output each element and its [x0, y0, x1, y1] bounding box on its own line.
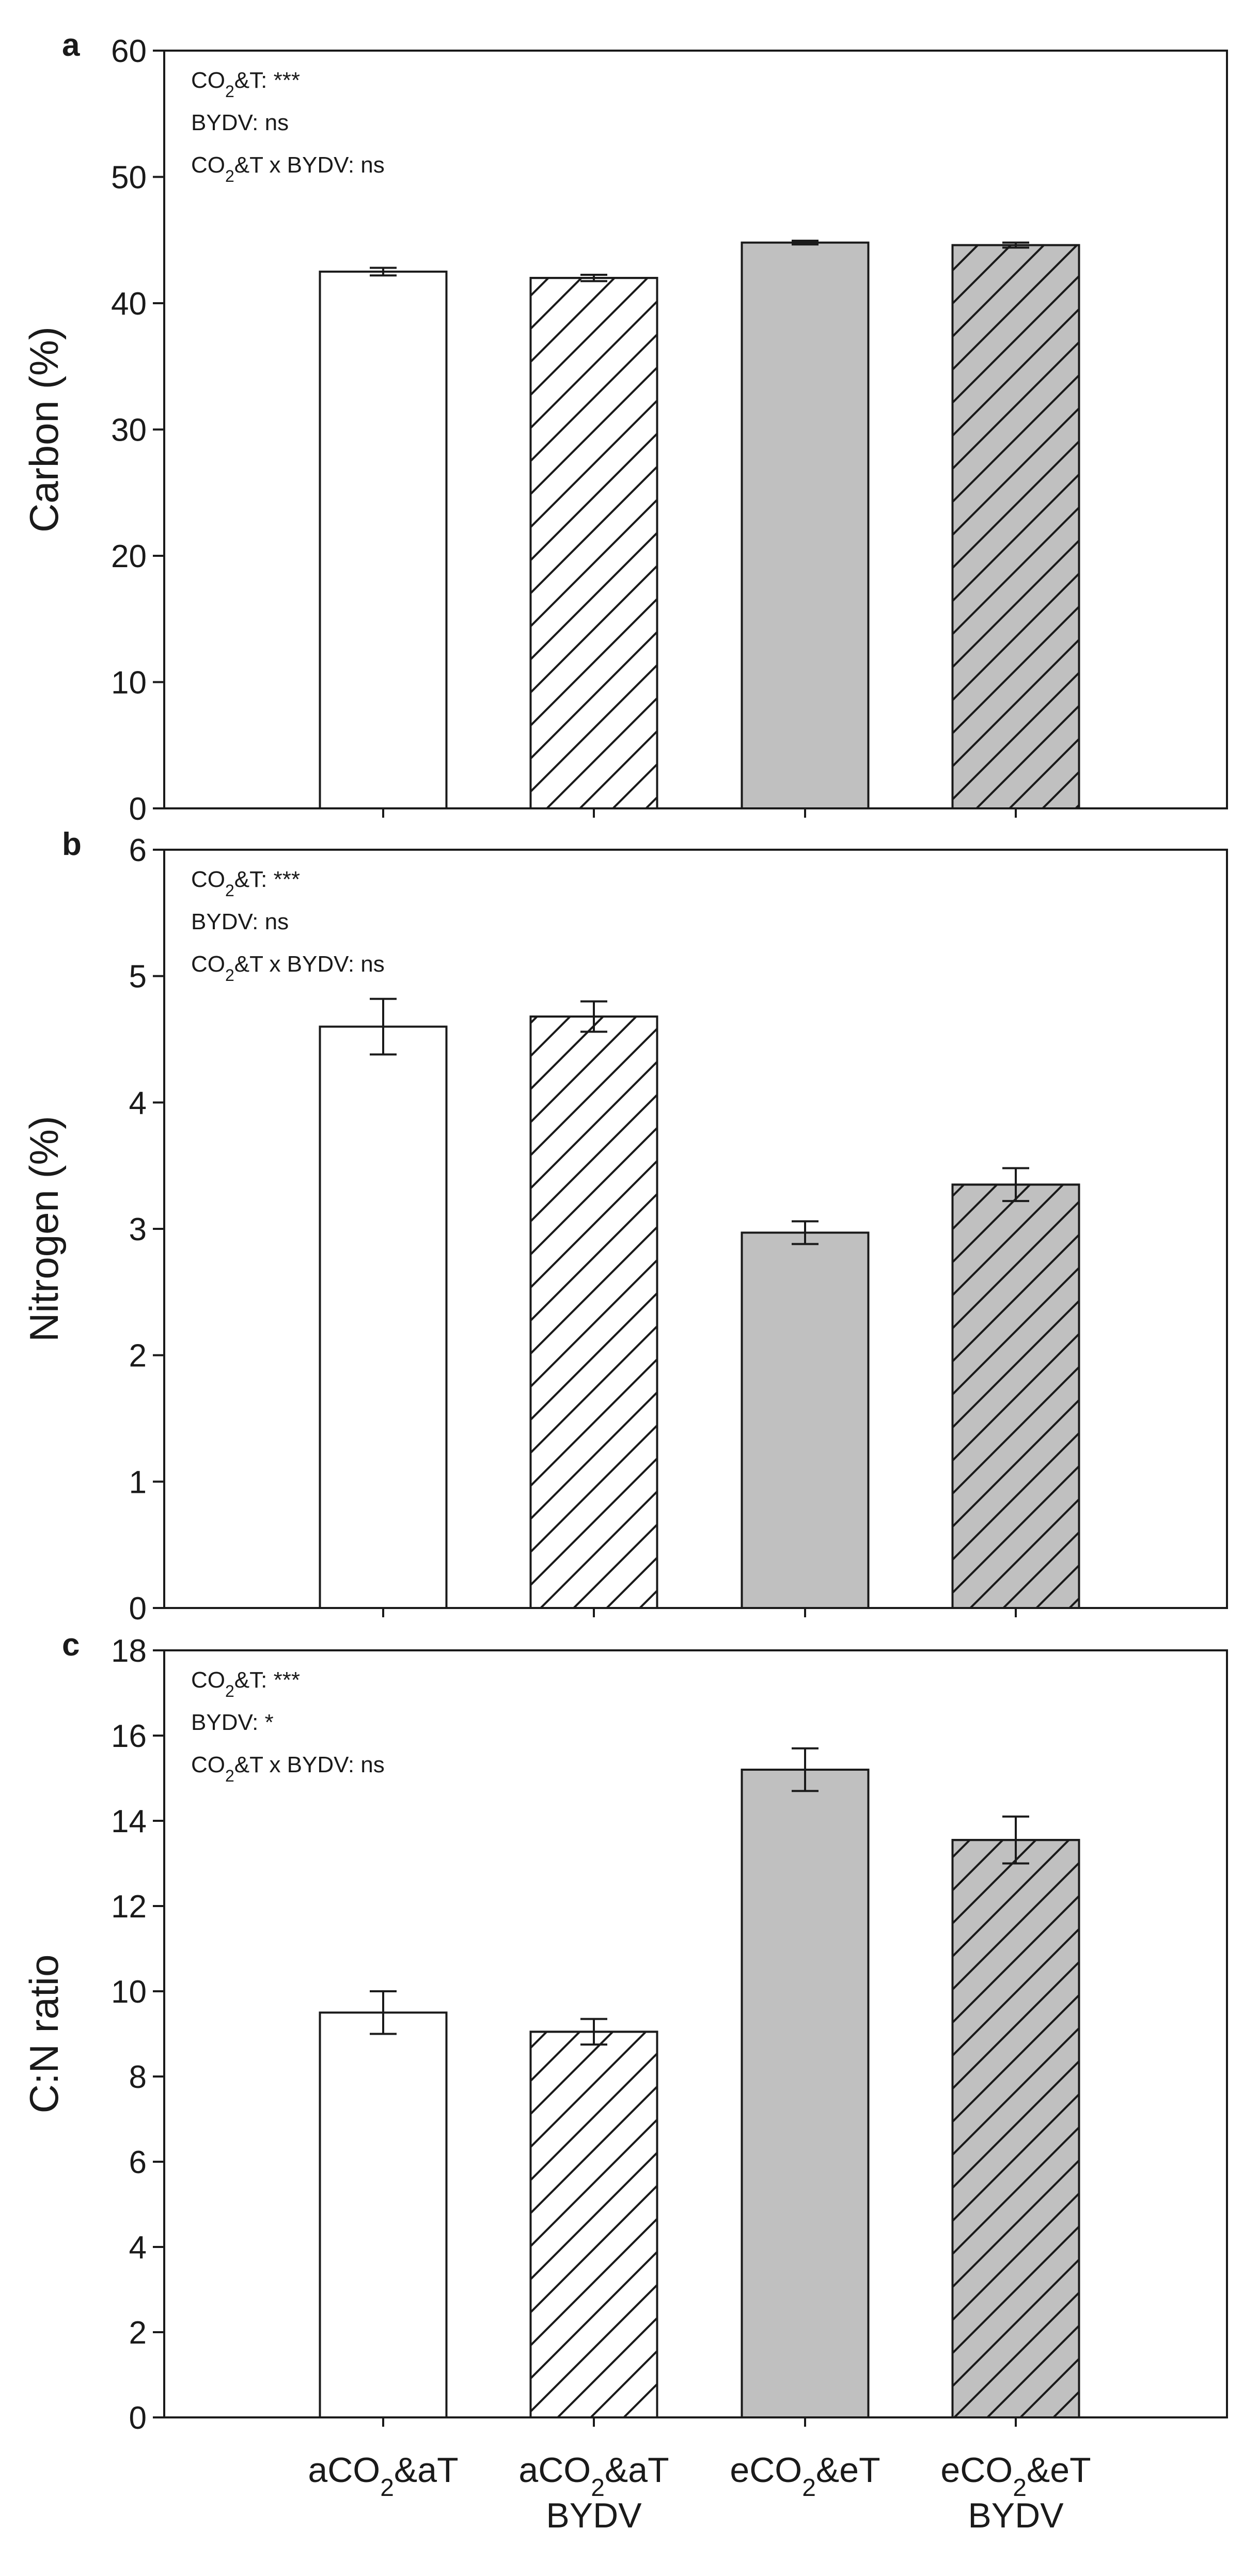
bar-hatch-c-2 — [529, 2031, 658, 2418]
y-tick-label: 16 — [111, 1719, 147, 1754]
x-category-label: eCO2&eT — [730, 2450, 880, 2502]
y-tick-label: 12 — [111, 1889, 147, 1925]
bar-hatch-a-4 — [951, 244, 1080, 809]
error-bar — [580, 1000, 607, 1033]
error-bar — [1002, 1167, 1029, 1203]
stat-annotation: BYDV: ns — [191, 909, 289, 934]
y-tick-label: 20 — [111, 539, 147, 574]
y-tick-label: 50 — [111, 160, 147, 196]
y-tick-label: 30 — [111, 413, 147, 448]
y-tick-label: 5 — [129, 959, 147, 995]
stat-annotation: BYDV: ns — [191, 110, 289, 135]
y-tick-label: 2 — [129, 2315, 147, 2351]
y-tick-label: 3 — [129, 1212, 147, 1247]
y-axis-label: C:N ratio — [21, 1955, 67, 2114]
y-tick-label: 0 — [129, 2400, 147, 2436]
x-category-label: eCO2&eT — [940, 2450, 1091, 2502]
stat-annotation: CO2&T: *** — [191, 1667, 300, 1700]
bar-c-1 — [319, 2011, 448, 2418]
bar-hatch-b-2 — [529, 1015, 658, 1609]
bar-hatch-c-4 — [951, 1839, 1080, 2418]
bar-hatch-a-2 — [529, 277, 658, 809]
error-bar — [370, 1990, 397, 2035]
error-bar — [580, 273, 607, 283]
error-bar — [1002, 1815, 1029, 1865]
y-tick-label: 6 — [129, 833, 147, 868]
bar-b-3 — [741, 1231, 870, 1610]
error-bar — [1002, 241, 1029, 249]
y-tick-label: 6 — [129, 2145, 147, 2180]
y-tick-label: 10 — [111, 665, 147, 701]
y-axis-label: Carbon (%) — [21, 326, 67, 533]
error-bar — [580, 2018, 607, 2046]
y-tick-label: 4 — [129, 2230, 147, 2266]
error-bar — [370, 267, 397, 277]
bar-a-1 — [319, 270, 448, 809]
panel-letter: a — [62, 27, 80, 63]
y-tick-label: 8 — [129, 2059, 147, 2095]
error-bar — [792, 1747, 819, 1792]
stat-annotation: CO2&T x BYDV: ns — [191, 1752, 385, 1785]
y-tick-label: 2 — [129, 1338, 147, 1374]
y-tick-label: 60 — [111, 34, 147, 69]
y-tick-label: 4 — [129, 1085, 147, 1121]
stat-annotation: CO2&T: *** — [191, 68, 300, 101]
error-bar — [792, 1220, 819, 1245]
panel-letter: b — [62, 826, 82, 862]
y-tick-label: 18 — [111, 1633, 147, 1669]
panel-a: 0 10 20 30 40 50 60 Carbon (%) a CO2&T: *** BYDV: … — [21, 27, 1228, 827]
bar-b-1 — [319, 1025, 448, 1609]
stat-annotation: CO2&T x BYDV: ns — [191, 152, 385, 185]
stat-annotation: CO2&T: *** — [191, 867, 300, 900]
y-tick-label: 14 — [111, 1804, 147, 1839]
plot-frame — [163, 1649, 1228, 2418]
y-tick-label: 40 — [111, 286, 147, 322]
stat-annotation: CO2&T x BYDV: ns — [191, 951, 385, 985]
error-bar — [370, 997, 397, 1056]
bar-c-3 — [741, 1769, 870, 2418]
error-bar — [792, 239, 819, 246]
bar-hatch-b-4 — [951, 1183, 1080, 1610]
x-category-label-line2: BYDV — [968, 2496, 1064, 2535]
panel-b: 0 1 2 3 4 5 6 Nitrogen (%) b CO2&T: *** BYDV: ns CO… — [21, 826, 1228, 1627]
y-tick-label: 10 — [111, 1974, 147, 2010]
panel-c: 0 2 4 6 8 10 12 14 16 18 C:N ratio c CO2&T: *** BYDV:… — [21, 1627, 1228, 2436]
x-category-label: aCO2&aT — [518, 2450, 669, 2502]
x-category-label: aCO2&aT — [308, 2450, 458, 2502]
y-tick-label: 1 — [129, 1464, 147, 1500]
x-category-label-line2: BYDV — [546, 2496, 642, 2535]
y-tick-label: 0 — [129, 791, 147, 827]
y-tick-label: 0 — [129, 1591, 147, 1627]
stat-annotation: BYDV: * — [191, 1710, 274, 1735]
panel-letter: c — [62, 1627, 80, 1663]
y-axis-label: Nitrogen (%) — [21, 1116, 67, 1342]
bar-a-3 — [741, 241, 870, 809]
